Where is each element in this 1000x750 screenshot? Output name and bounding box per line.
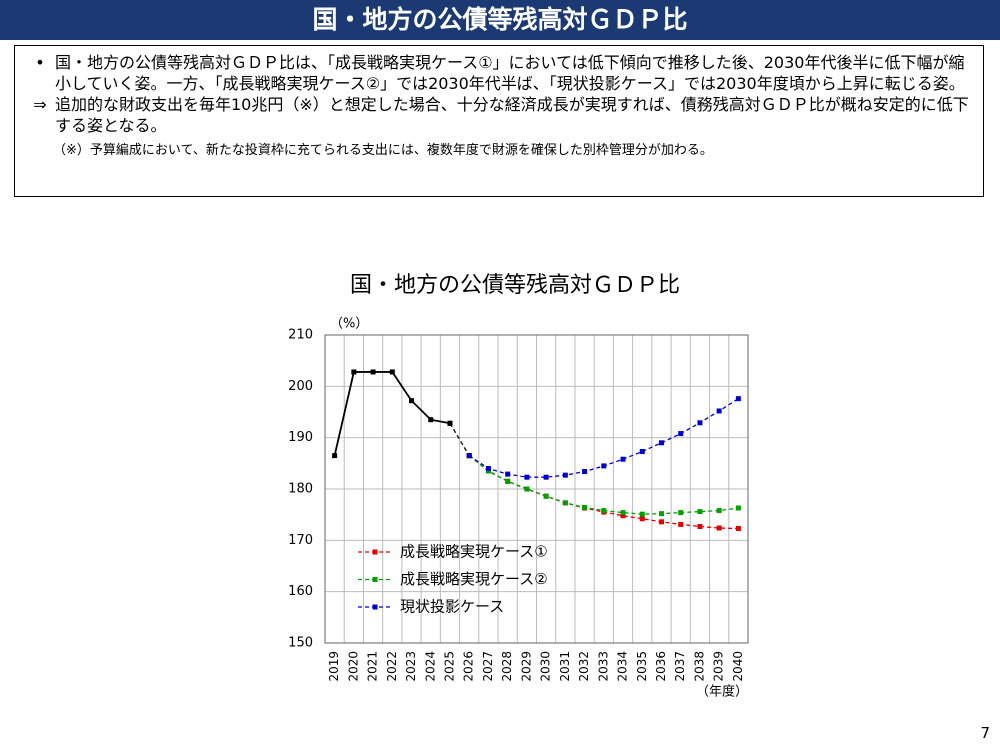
series-marker [332, 453, 338, 459]
bullet: ⇒ 追加的な財政支出を毎年10兆円（※）と想定した場合、十分な経済成長が実現すれば… [25, 94, 971, 136]
series-marker [409, 398, 415, 404]
x-tick-label: 2024 [423, 651, 437, 682]
series-marker [697, 420, 703, 426]
series-marker [601, 508, 607, 514]
y-tick-label: 180 [288, 482, 313, 497]
x-tick-label: 2034 [616, 651, 630, 682]
series-marker [505, 478, 511, 484]
bullet-marker: • [35, 53, 45, 72]
page-number: 7 [980, 724, 990, 742]
series-line [449, 422, 470, 456]
series-marker [428, 417, 434, 423]
y-tick-label: 210 [288, 328, 313, 343]
series-marker [620, 513, 626, 519]
x-unit-label: （年度） [696, 684, 748, 700]
x-tick-label: 2030 [539, 651, 553, 682]
series-marker [620, 456, 626, 462]
x-tick-label: 2021 [366, 651, 380, 682]
series-line [333, 371, 451, 456]
series-marker [735, 505, 741, 511]
x-tick-label: 2036 [654, 651, 668, 682]
series-marker [543, 474, 549, 480]
series-marker [658, 519, 664, 525]
series-marker [370, 369, 376, 375]
series-marker [620, 510, 626, 516]
series-marker [716, 408, 722, 414]
series-marker [678, 510, 684, 516]
series-marker [697, 523, 703, 529]
series-marker [562, 472, 568, 478]
x-tick-label: 2039 [712, 651, 726, 682]
legend-label: 現状投影ケース [400, 598, 504, 616]
series-marker [639, 511, 645, 517]
legend-label: 成長戦略実現ケース① [400, 543, 548, 561]
series-marker [351, 369, 357, 375]
series-marker [524, 474, 530, 480]
y-tick-label: 170 [288, 533, 313, 548]
series-marker [562, 500, 568, 506]
x-tick-label: 2020 [346, 651, 360, 682]
series-marker [658, 511, 664, 517]
legend-label: 成長戦略実現ケース② [400, 570, 548, 588]
series-marker [716, 508, 722, 514]
x-tick-label: 2022 [385, 651, 399, 682]
bullet: • 国・地方の公債等残高対ＧＤＰ比は、「成長戦略実現ケース①」においては低下傾向で… [25, 52, 971, 94]
x-tick-label: 2033 [596, 651, 610, 682]
header-title: 国・地方の公債等残高対ＧＤＰ比 [0, 0, 1000, 40]
series-marker [735, 396, 741, 402]
notes-box: • 国・地方の公債等残高対ＧＤＰ比は、「成長戦略実現ケース①」においては低下傾向で… [14, 45, 984, 197]
y-tick-label: 160 [288, 584, 313, 599]
x-tick-label: 2023 [404, 651, 418, 682]
x-tick-label: 2037 [673, 651, 687, 682]
y-tick-label: 150 [288, 636, 313, 651]
x-tick-label: 2032 [577, 651, 591, 682]
series-marker [697, 509, 703, 515]
x-tick-label: 2035 [635, 651, 649, 682]
legend-marker [372, 577, 378, 582]
series-marker [735, 526, 741, 532]
bullet-text: 国・地方の公債等残高対ＧＤＰ比は、「成長戦略実現ケース①」においては低下傾向で推… [55, 53, 965, 93]
x-tick-label: 2029 [519, 651, 533, 682]
series-marker [466, 453, 472, 459]
series-marker [485, 468, 491, 474]
series-marker [582, 504, 588, 510]
x-tick-label: 2028 [500, 651, 514, 682]
x-tick-label: 2027 [481, 651, 495, 682]
bullet-text: 追加的な財政支出を毎年10兆円（※）と想定した場合、十分な経済成長が実現すれば、… [55, 95, 969, 135]
series-marker [543, 493, 549, 499]
series-marker [678, 521, 684, 527]
legend-marker [372, 549, 378, 555]
x-tick-label: 2019 [327, 651, 341, 682]
chart-title: 国・地方の公債等残高対ＧＤＰ比 [350, 273, 680, 298]
series-marker [524, 486, 530, 492]
x-tick-label: 2038 [692, 651, 706, 682]
series-marker [389, 369, 395, 375]
plot-frame [324, 334, 749, 644]
series-marker [658, 440, 664, 446]
series-marker [582, 469, 588, 475]
x-tick-label: 2040 [731, 651, 745, 682]
footnote: （※）予算編成において、新たな投資枠に充てられる支出には、複数年度で財源を確保し… [53, 143, 713, 158]
x-tick-label: 2025 [442, 651, 456, 682]
series-marker [716, 525, 722, 531]
series-marker [678, 431, 684, 437]
y-tick-label: 190 [288, 430, 313, 445]
bullet-marker: ⇒ [33, 95, 47, 114]
x-tick-label: 2031 [558, 651, 572, 682]
series-marker [447, 420, 453, 426]
legend-marker [372, 604, 378, 610]
x-tick-label: 2026 [462, 651, 476, 682]
y-tick-label: 200 [288, 379, 313, 394]
series-marker [505, 471, 511, 477]
series-marker [639, 516, 645, 522]
y-unit-label: （%） [330, 317, 368, 332]
series-marker [639, 449, 645, 455]
series-marker [601, 463, 607, 469]
series-marker [485, 465, 491, 471]
